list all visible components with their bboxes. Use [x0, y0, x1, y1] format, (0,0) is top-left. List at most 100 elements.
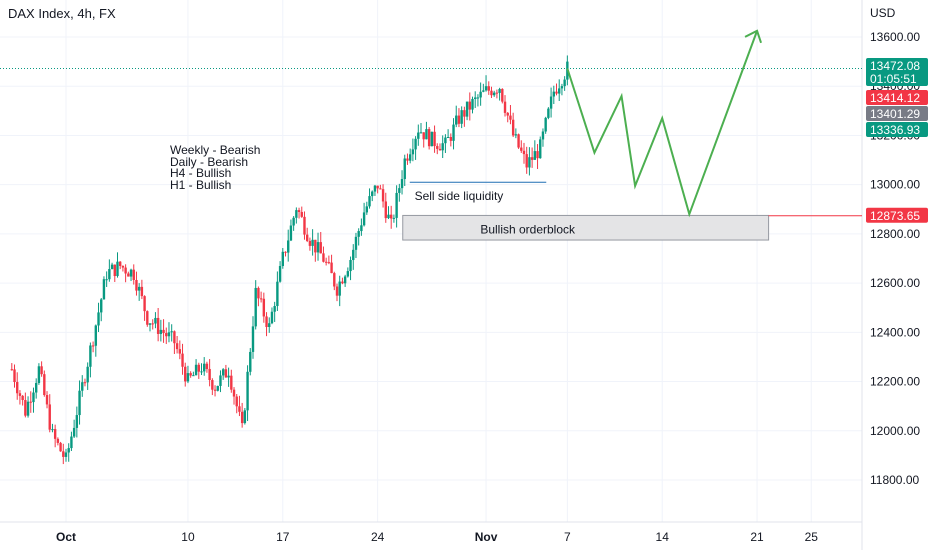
- candle-body: [357, 231, 360, 237]
- candle-body: [238, 406, 241, 412]
- candle-body: [270, 311, 274, 324]
- candle-body: [72, 427, 76, 437]
- candle-body: [341, 281, 344, 284]
- x-tick-label: Nov: [475, 530, 498, 544]
- candle-body: [189, 373, 192, 376]
- candle-body: [522, 150, 526, 155]
- candle-body: [327, 262, 331, 264]
- candle-body: [346, 271, 350, 277]
- candle-body: [162, 329, 165, 334]
- candle-body: [175, 343, 179, 350]
- candle-body: [148, 323, 152, 325]
- candle-body: [474, 97, 477, 99]
- candle-body: [240, 411, 244, 424]
- candle-body: [528, 157, 531, 168]
- candle-body: [281, 251, 284, 267]
- candle-body: [441, 143, 444, 151]
- candle-body: [159, 329, 163, 334]
- candle-body: [536, 151, 539, 159]
- candle-body: [476, 97, 480, 99]
- candle-body: [403, 158, 406, 180]
- candle-body: [525, 154, 528, 168]
- candle-body: [471, 98, 474, 110]
- x-tick-label: 25: [805, 530, 819, 544]
- candle-body: [563, 79, 566, 87]
- candle-body: [533, 151, 537, 160]
- candle-body: [259, 298, 263, 300]
- candle-body: [186, 373, 190, 382]
- price-tag: [866, 207, 928, 223]
- candle-body: [539, 139, 542, 159]
- liquidity-label: Sell side liquidity: [415, 189, 504, 203]
- candle-body: [352, 249, 355, 261]
- y-tick-label: 12400.00: [870, 325, 920, 339]
- candle-body: [254, 287, 257, 327]
- candle-body: [13, 369, 16, 383]
- candle-body: [484, 86, 488, 91]
- projection-arrowhead: [744, 29, 762, 44]
- candle-body: [32, 392, 35, 403]
- candle-body: [400, 179, 404, 189]
- candle-body: [151, 323, 154, 325]
- y-tick-label: 12200.00: [870, 375, 920, 389]
- candle-body: [452, 124, 455, 141]
- candle-body: [170, 331, 173, 333]
- candle-body: [113, 264, 116, 277]
- candle-body: [262, 298, 266, 317]
- candle-body: [78, 390, 81, 416]
- candle-body: [463, 110, 466, 117]
- note-daily: Daily - Bearish: [170, 154, 249, 169]
- candle-body: [203, 363, 206, 372]
- candle-body: [121, 265, 125, 268]
- candle-body: [300, 212, 303, 217]
- candle-body: [154, 317, 157, 324]
- candle-body: [97, 312, 100, 326]
- candle-body: [422, 132, 425, 140]
- candle-body: [56, 438, 60, 443]
- candle-body: [200, 371, 203, 373]
- candle-body: [411, 149, 415, 155]
- candle-body: [373, 185, 377, 192]
- candle-body: [384, 201, 387, 219]
- candle-body: [86, 366, 89, 383]
- price-tag: [866, 90, 928, 105]
- candle-body: [371, 191, 374, 197]
- candle-body: [319, 242, 322, 254]
- candle-body: [37, 366, 41, 383]
- candle-body: [105, 279, 108, 281]
- candle-body: [333, 273, 336, 287]
- candle-body: [414, 138, 417, 150]
- candle-body: [322, 253, 325, 262]
- candle-body: [213, 389, 217, 391]
- candle-body: [26, 401, 30, 416]
- candle-body: [387, 214, 390, 219]
- candle-body: [70, 436, 73, 449]
- candle-body: [425, 129, 428, 140]
- candle-body: [48, 404, 51, 430]
- candle-body: [468, 101, 471, 110]
- candle-body: [541, 131, 545, 140]
- candle-body: [127, 273, 130, 277]
- candle-body: [509, 115, 512, 120]
- candle-body: [67, 448, 70, 453]
- candle-body: [208, 368, 211, 381]
- y-tick-label: 13600.00: [870, 30, 920, 44]
- candle-body: [365, 206, 369, 213]
- candle-body: [224, 369, 228, 378]
- candle-body: [379, 188, 382, 190]
- x-tick-label: 14: [656, 530, 670, 544]
- candle-body: [438, 148, 442, 151]
- candle-body: [314, 239, 317, 253]
- candle-body: [18, 393, 22, 396]
- candle-body: [460, 110, 463, 124]
- x-tick-label: 21: [750, 530, 764, 544]
- candle-body: [246, 371, 249, 411]
- x-tick-label: 10: [181, 530, 195, 544]
- candle-body: [94, 325, 98, 346]
- candle-body: [419, 132, 423, 134]
- candle-body: [330, 262, 333, 274]
- candle-body: [29, 401, 32, 403]
- candle-body: [232, 389, 236, 397]
- candle-body: [392, 217, 396, 219]
